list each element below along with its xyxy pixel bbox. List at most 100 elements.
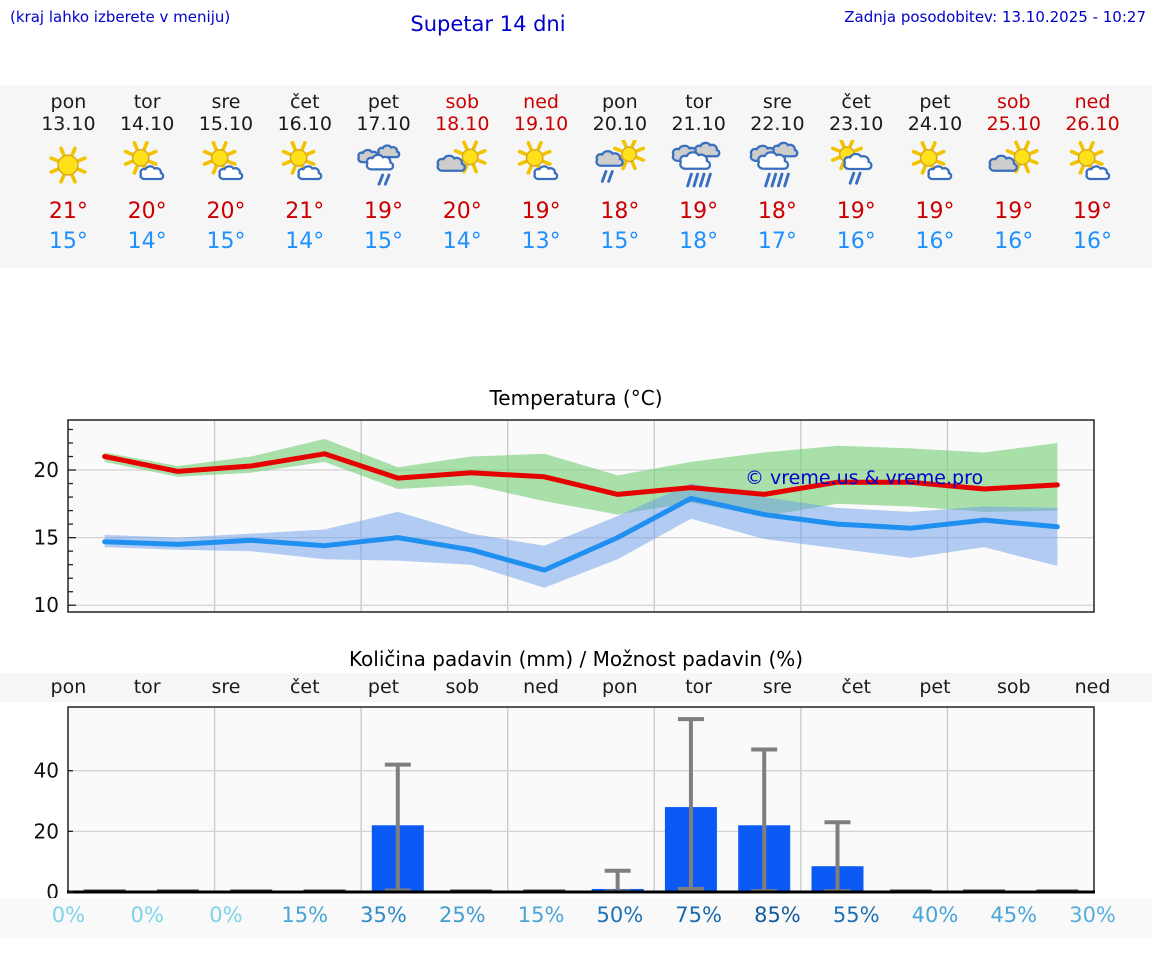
- day-column-25.10[interactable]: sob 25.10 19° 16°: [974, 91, 1053, 257]
- precip-day-label: čet: [289, 676, 320, 698]
- temp-min: 16°: [994, 229, 1034, 254]
- day-column-24.10[interactable]: pet 24.10 19° 16°: [896, 91, 975, 257]
- day-name: tor: [133, 91, 161, 113]
- temperature-chart: 10 15 20 © vreme.us & vreme.pro: [34, 419, 1095, 617]
- precip-probability-label: 0%: [51, 903, 86, 927]
- sun-cloud-icon: [281, 140, 322, 181]
- temp-min: 16°: [836, 229, 876, 254]
- precip-day-label: čet: [841, 676, 871, 698]
- sun-icon: [49, 146, 87, 184]
- temp-max: 19°: [994, 199, 1034, 224]
- temp-max: 18°: [600, 199, 640, 224]
- temp-max: 19°: [364, 199, 404, 224]
- temp-max: 19°: [1073, 199, 1113, 224]
- day-column-26.10[interactable]: ned 26.10 19° 16°: [1053, 91, 1132, 257]
- day-column-15.10[interactable]: sre 15.10 20° 15°: [187, 91, 266, 257]
- precip-probability-label: 15%: [517, 903, 565, 927]
- day-column-18.10[interactable]: sob 18.10 20° 14°: [423, 91, 502, 257]
- day-name: pon: [601, 91, 638, 113]
- precip-y-tick-label: 20: [34, 819, 59, 843]
- weather-icon-box: [502, 135, 581, 197]
- weather-icon-box: [817, 135, 896, 197]
- day-column-16.10[interactable]: čet 16.10 21° 14°: [265, 91, 344, 257]
- day-date: 21.10: [671, 113, 726, 135]
- weather-icon-box: [29, 135, 108, 197]
- day-column-21.10[interactable]: tor 21.10 19° 18°: [659, 91, 738, 257]
- precip-probability-label: 35%: [360, 903, 407, 927]
- temp-min: 16°: [915, 229, 955, 254]
- day-column-13.10[interactable]: pon 13.10 21° 15°: [29, 91, 108, 257]
- temp-max: 19°: [915, 199, 955, 224]
- day-column-19.10[interactable]: ned 19.10 19° 13°: [502, 91, 581, 257]
- temp-min: 15°: [364, 229, 404, 254]
- precip-day-label: ned: [1074, 676, 1111, 698]
- forecast-strip: pon 13.10 21° 15° tor 14.10 20° 14° sre 15.10 20° 1…: [0, 85, 1152, 268]
- day-name: čet: [289, 91, 320, 113]
- day-name: čet: [841, 91, 871, 113]
- weather-icon-box: [108, 135, 187, 197]
- precip-probability-label: 85%: [754, 903, 801, 927]
- day-date: 26.10: [1065, 113, 1120, 135]
- temp-max: 20°: [206, 199, 246, 224]
- sun-gray-cloud-rain-icon: [595, 140, 645, 183]
- watermark-link[interactable]: © vreme.us & vreme.pro: [745, 467, 983, 489]
- day-name: sob: [445, 91, 480, 113]
- precip-chart-title: Količina padavin (mm) / Možnost padavin …: [348, 647, 804, 671]
- weather-icon-box: [896, 135, 975, 197]
- temp-min: 16°: [1073, 229, 1113, 254]
- precip-day-label: pet: [367, 676, 400, 698]
- day-date: 23.10: [829, 113, 884, 135]
- day-date: 16.10: [277, 113, 332, 135]
- temp-min: 18°: [679, 229, 719, 254]
- temp-max: 19°: [521, 199, 561, 224]
- temp-min: 14°: [127, 229, 167, 254]
- day-date: 20.10: [592, 113, 648, 135]
- heavy-rain-cloud-icon: [750, 141, 799, 188]
- precip-day-label: pet: [919, 676, 951, 698]
- precip-probability-label: 25%: [438, 903, 486, 927]
- precip-probability-label: 40%: [911, 903, 959, 927]
- weather-icon-box: [974, 135, 1053, 197]
- day-date: 17.10: [356, 113, 411, 135]
- temp-min: 15°: [48, 229, 88, 254]
- rain-cloud-icon: [356, 144, 400, 186]
- sun-cloud-icon: [202, 140, 244, 181]
- day-date: 22.10: [750, 113, 805, 135]
- temp-min: 14°: [442, 229, 482, 254]
- precip-probability-label: 0%: [130, 903, 164, 927]
- day-name: pet: [367, 91, 400, 113]
- day-column-23.10[interactable]: čet 23.10 19° 16°: [817, 91, 896, 257]
- precip-probability-label: 75%: [675, 903, 722, 927]
- day-name: ned: [1074, 91, 1111, 113]
- page-title: Supetar 14 dni: [410, 12, 566, 36]
- weather-icon-box: [738, 135, 817, 197]
- precip-y-tick-label: 0: [46, 880, 59, 898]
- weather-icon-box: [659, 135, 738, 197]
- day-date: 19.10: [513, 113, 569, 135]
- day-date: 13.10: [41, 113, 96, 135]
- weather-icon-box: [187, 135, 266, 197]
- precip-day-label: sre: [211, 676, 241, 698]
- temp-min: 15°: [600, 229, 640, 254]
- precip-day-label: sre: [762, 676, 792, 698]
- day-column-17.10[interactable]: pet 17.10 19° 15°: [344, 91, 423, 257]
- precip-probability-row: 0% 0% 0% 15% 35% 25% 15% 50% 75% 85% 55% 40% 45% 30%: [0, 898, 1152, 937]
- weather-icon-box: [423, 135, 502, 197]
- temp-y-tick-label: 15: [34, 526, 59, 550]
- temp-max: 20°: [442, 199, 482, 224]
- precipitation-chart: 0 20 40: [34, 706, 1095, 898]
- day-name: sob: [996, 91, 1031, 113]
- precip-day-label: sob: [996, 676, 1031, 698]
- day-name: sre: [211, 91, 241, 113]
- day-name: pet: [919, 91, 951, 113]
- precip-probability-label: 45%: [990, 903, 1038, 927]
- day-column-20.10[interactable]: pon 20.10 18° 15°: [580, 91, 659, 257]
- temp-max: 21°: [48, 199, 88, 224]
- sun-gray-cloud-icon: [988, 140, 1039, 174]
- sun-cloud-icon: [1069, 140, 1110, 181]
- day-column-14.10[interactable]: tor 14.10 20° 14°: [108, 91, 187, 257]
- precip-day-labels: pon tor sre čet pet sob ned pon tor sre čet pet sob n…: [0, 673, 1152, 702]
- precip-day-label: ned: [523, 676, 559, 698]
- temp-y-tick-label: 10: [34, 593, 59, 617]
- day-column-22.10[interactable]: sre 22.10 18° 17°: [738, 91, 817, 257]
